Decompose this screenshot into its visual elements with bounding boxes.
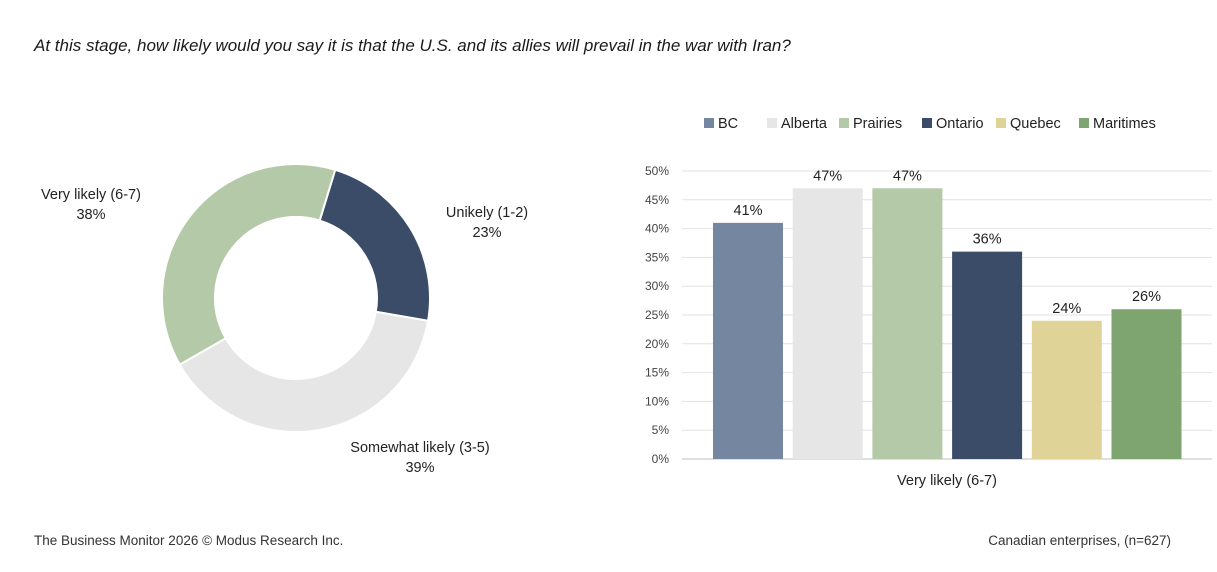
donut-slice-2: [178, 310, 430, 434]
sample-footer: Canadian enterprises, (n=627): [988, 533, 1171, 548]
donut-slice-1: [318, 168, 431, 322]
legend-label-ontario: Ontario: [936, 116, 984, 132]
bar-value-label: 36%: [973, 232, 1002, 248]
bar-maritimes: [1111, 309, 1182, 459]
bar-ontario: [952, 251, 1023, 459]
y-tick-label: 20%: [645, 337, 669, 351]
bar-quebec: [1031, 320, 1102, 459]
donut-slice-label: Unikely (1-2): [446, 205, 528, 221]
donut-slice-value: 23%: [472, 225, 501, 241]
legend-label-alberta: Alberta: [781, 116, 828, 132]
bar-value-label: 41%: [733, 203, 762, 219]
y-tick-label: 45%: [645, 193, 669, 207]
donut-slice-label: Somewhat likely (3-5): [350, 440, 489, 456]
y-tick-label: 30%: [645, 279, 669, 293]
bar-prairies: [872, 188, 943, 459]
y-tick-label: 40%: [645, 222, 669, 236]
y-tick-label: 5%: [652, 423, 670, 437]
legend-swatch-alberta: [767, 118, 777, 128]
donut-slice-3: [161, 163, 337, 366]
x-category-label: Very likely (6-7): [897, 473, 997, 489]
survey-question: At this stage, how likely would you say …: [34, 36, 791, 55]
legend-swatch-ontario: [922, 118, 932, 128]
y-tick-label: 50%: [645, 164, 669, 178]
legend-label-maritimes: Maritimes: [1093, 116, 1156, 132]
bar-value-label: 24%: [1052, 301, 1081, 317]
donut-slice-value: 39%: [405, 460, 434, 476]
legend-label-quebec: Quebec: [1010, 116, 1061, 132]
bar-alberta: [792, 188, 863, 459]
legend-swatch-quebec: [996, 118, 1006, 128]
legend-label-bc: BC: [718, 116, 738, 132]
legend-swatch-prairies: [839, 118, 849, 128]
donut-slice-value: 38%: [76, 207, 105, 223]
bar-bc: [713, 222, 783, 459]
source-footer: The Business Monitor 2026 © Modus Resear…: [34, 533, 344, 548]
legend-label-prairies: Prairies: [853, 116, 902, 132]
donut-slice-label: Very likely (6-7): [41, 187, 141, 203]
bar-chart: 0% 5% 10% 15% 20% 25% 30% 35% 40% 45% 50% 41% 47% 47%…: [645, 116, 1212, 489]
y-tick-label: 10%: [645, 394, 669, 408]
bar-value-label: 26%: [1132, 289, 1161, 305]
y-tick-label: 35%: [645, 250, 669, 264]
y-tick-label: 0%: [652, 452, 670, 466]
y-tick-label: 25%: [645, 308, 669, 322]
bar-value-label: 47%: [893, 168, 922, 184]
y-tick-label: 15%: [645, 366, 669, 380]
donut-chart: Unikely (1-2) 23% Somewhat likely (3-5) 39%…: [41, 163, 528, 476]
bar-value-label: 47%: [813, 168, 842, 184]
legend-swatch-maritimes: [1079, 118, 1089, 128]
legend-swatch-bc: [704, 118, 714, 128]
